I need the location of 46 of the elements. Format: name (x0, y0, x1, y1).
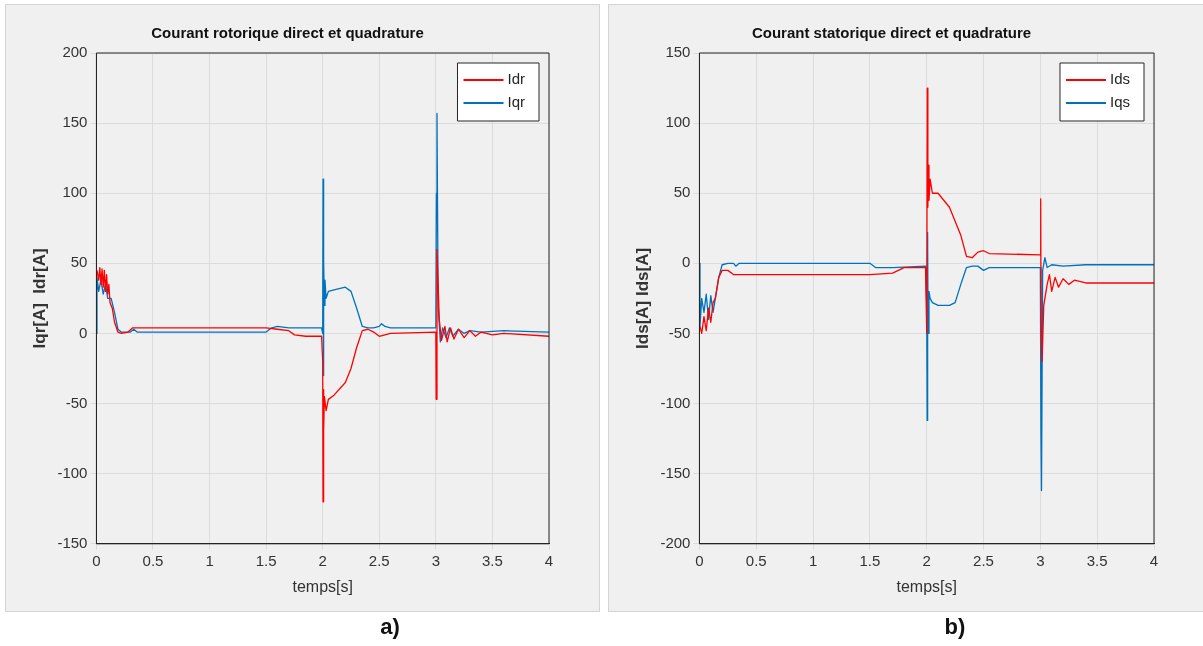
x-tick-label: 3 (431, 551, 441, 569)
y-tick-label: 100 (62, 183, 88, 201)
x-axis-title: temps[s] (896, 577, 957, 595)
x-tick-label: 3.5 (1086, 551, 1108, 569)
y-tick-label: 50 (70, 253, 88, 271)
x-tick-label: 4 (1149, 551, 1159, 569)
y-axis-title: Iqr[A] Idr[A] (29, 248, 49, 349)
y-tick-label: -150 (660, 463, 691, 481)
x-tick-label: 3.5 (482, 551, 503, 569)
y-tick-label: 150 (665, 43, 691, 61)
text: a) (379, 614, 401, 640)
y-tick-label: 0 (79, 323, 88, 341)
legend-label: Idr (507, 70, 526, 88)
x-tick-label: 1.5 (859, 551, 881, 569)
legend-label: Ids (1109, 70, 1131, 88)
chart-title: Courant statorique direct et quadrature (751, 24, 1032, 42)
x-tick-label: 2.5 (368, 551, 390, 569)
y-tick-label: 150 (62, 113, 88, 131)
x-tick-label: 2 (922, 551, 931, 569)
y-tick-label: -50 (65, 393, 88, 411)
x-tick-label: 2.5 (973, 551, 994, 569)
x-tick-label: 0.5 (745, 551, 767, 569)
text: b) (943, 614, 967, 640)
x-tick-label: 2 (318, 551, 327, 569)
y-axis-title: Ids[A] Ids[A] (632, 247, 652, 349)
x-tick-label: 1 (808, 551, 818, 569)
chart-title: Courant rotorique direct et quadrature (151, 24, 424, 42)
y-tick-label: -100 (660, 393, 691, 411)
y-tick-label: 0 (682, 253, 691, 271)
y-tick-label: 100 (665, 113, 691, 131)
y-tick-label: -200 (660, 533, 691, 551)
x-tick-label: 1.5 (255, 551, 277, 569)
y-tick-label: -50 (668, 323, 691, 341)
x-tick-label: 0 (695, 551, 704, 569)
x-tick-label: 0.5 (142, 551, 164, 569)
y-tick-label: 50 (673, 183, 691, 201)
y-tick-label: 200 (62, 43, 88, 61)
x-tick-label: 0 (92, 551, 101, 569)
legend-label: Iqs (1109, 93, 1131, 111)
x-tick-label: 3 (1036, 551, 1045, 569)
y-tick-label: -100 (57, 463, 88, 481)
x-tick-label: 1 (205, 551, 214, 569)
legend-label: Iqr (507, 93, 526, 111)
x-axis-title: temps[s] (292, 577, 353, 595)
y-tick-label: -150 (57, 533, 88, 551)
x-tick-label: 4 (544, 551, 554, 569)
